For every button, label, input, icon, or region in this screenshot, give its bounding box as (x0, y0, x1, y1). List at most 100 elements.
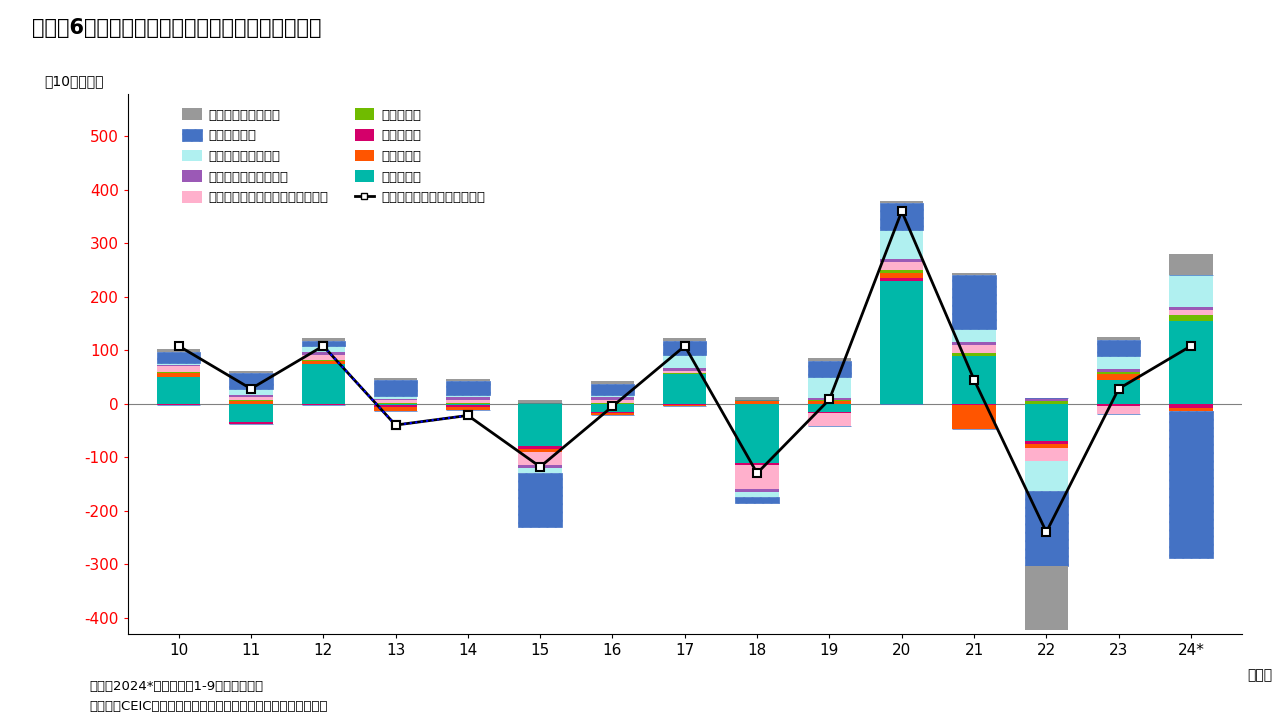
Bar (447, 395, 489, 397)
Bar (518, 402, 562, 404)
Bar (808, 361, 851, 377)
Bar (663, 374, 707, 404)
Bar (881, 262, 923, 270)
Bar (591, 384, 634, 395)
Bar (952, 404, 996, 405)
Bar (663, 405, 707, 406)
Bar (1097, 356, 1140, 369)
Bar (591, 397, 634, 400)
Bar (229, 371, 273, 373)
Bar (1097, 337, 1140, 340)
Bar (881, 273, 923, 278)
Bar (1025, 401, 1068, 404)
Bar (229, 404, 273, 423)
Bar (1025, 404, 1068, 441)
Bar (374, 407, 417, 411)
Bar (229, 373, 273, 390)
Bar (881, 270, 923, 273)
Bar (663, 341, 707, 354)
Bar (302, 364, 344, 404)
Bar (808, 400, 851, 401)
Bar (1025, 444, 1068, 448)
Bar (663, 338, 707, 341)
Bar (1025, 398, 1068, 401)
Bar (952, 329, 996, 342)
Bar (302, 346, 344, 352)
Bar (1170, 275, 1212, 307)
Bar (229, 423, 273, 424)
Bar (1097, 340, 1140, 356)
Bar (881, 230, 923, 259)
Bar (808, 412, 851, 413)
Bar (591, 402, 634, 404)
Bar (736, 397, 778, 400)
Bar (952, 342, 996, 345)
Bar (302, 354, 344, 360)
Bar (374, 400, 417, 402)
Bar (1097, 404, 1140, 406)
Bar (447, 379, 489, 382)
Bar (808, 359, 851, 361)
Bar (518, 473, 562, 526)
Bar (518, 452, 562, 465)
Bar (302, 338, 344, 341)
Bar (736, 462, 778, 465)
Bar (591, 382, 634, 384)
Bar (881, 281, 923, 404)
Bar (663, 368, 707, 371)
Bar (663, 371, 707, 373)
Bar (518, 446, 562, 449)
Bar (808, 377, 851, 398)
Bar (952, 405, 996, 429)
Bar (1025, 441, 1068, 444)
Bar (229, 390, 273, 395)
Bar (952, 275, 996, 329)
Bar (302, 360, 344, 361)
Bar (229, 395, 273, 397)
Bar (591, 395, 634, 397)
Bar (157, 363, 200, 365)
Bar (157, 365, 200, 366)
Text: （年）: （年） (1247, 669, 1272, 683)
Bar (1170, 404, 1212, 408)
Bar (157, 377, 200, 404)
Bar (157, 366, 200, 372)
Bar (881, 201, 923, 203)
Bar (374, 377, 417, 380)
Bar (736, 465, 778, 490)
Bar (518, 404, 562, 446)
Bar (518, 449, 562, 452)
Bar (447, 405, 489, 407)
Text: （注）2024*年の計数は1-9月期のもの。: （注）2024*年の計数は1-9月期のもの。 (90, 680, 264, 693)
Text: （10億ドル）: （10億ドル） (45, 74, 104, 89)
Bar (881, 278, 923, 281)
Bar (1025, 462, 1068, 491)
Bar (302, 361, 344, 364)
Bar (374, 405, 417, 407)
Bar (229, 400, 273, 401)
Bar (808, 404, 851, 412)
Bar (952, 353, 996, 356)
Bar (1097, 374, 1140, 379)
Bar (1097, 372, 1140, 374)
Bar (157, 352, 200, 363)
Bar (302, 404, 344, 405)
Bar (1170, 315, 1212, 321)
Bar (447, 382, 489, 395)
Bar (374, 380, 417, 396)
Text: （出所）CEICよりインベスコが作成。一部はインベスコが推計: （出所）CEICよりインベスコが作成。一部はインベスコが推計 (90, 700, 328, 713)
Bar (881, 259, 923, 262)
Bar (591, 404, 634, 412)
Bar (518, 468, 562, 473)
Bar (1025, 491, 1068, 566)
Bar (736, 498, 778, 503)
Bar (157, 372, 200, 373)
Bar (1170, 310, 1212, 315)
Bar (1097, 406, 1140, 415)
Bar (1170, 307, 1212, 310)
Text: （図表6）米国への非居住者による株式投資フロー: （図表6）米国への非居住者による株式投資フロー (32, 18, 321, 38)
Bar (447, 397, 489, 400)
Bar (518, 465, 562, 468)
Bar (881, 203, 923, 230)
Legend: その他地域の投資家, カナダ投資家, カリブ海地域投資家, ラテンアメリカ投資家, 日中韓以外のアジア地域の投資家, 韓国投資家, 中国投資家, 日本投資家, : その他地域の投資家, カナダ投資家, カリブ海地域投資家, ラテンアメリカ投資家… (179, 106, 488, 207)
